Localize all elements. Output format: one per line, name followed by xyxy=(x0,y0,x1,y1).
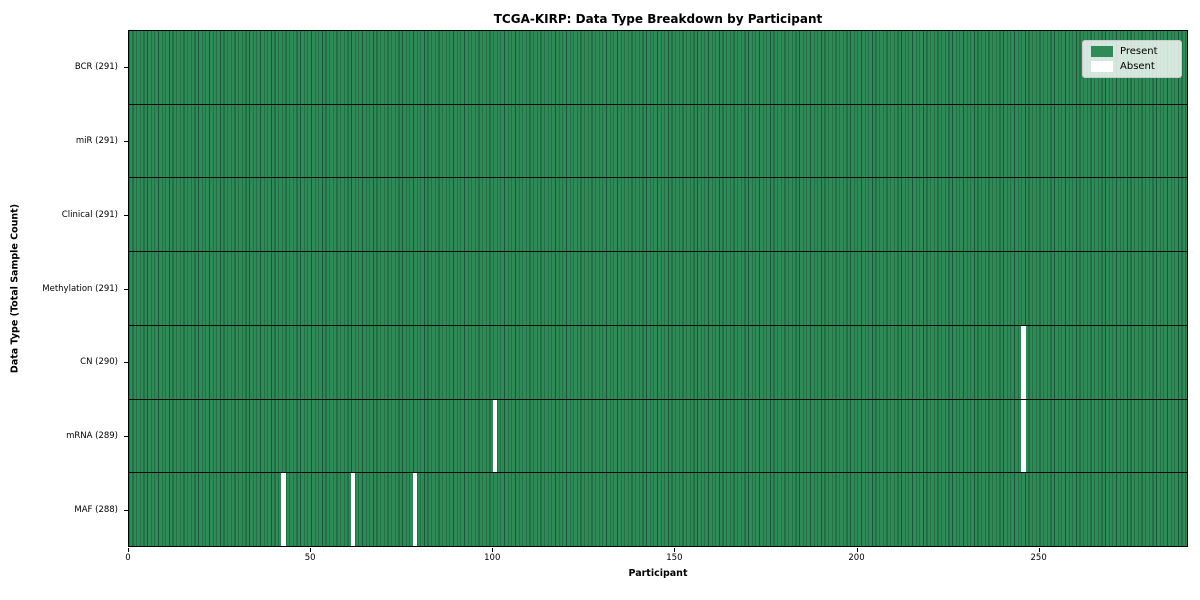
legend-label: Present xyxy=(1120,46,1158,57)
x-tick-label: 200 xyxy=(848,553,865,563)
heatmap-row-mrna xyxy=(129,398,1187,473)
absent-gap xyxy=(492,399,498,473)
absent-gap xyxy=(412,473,418,547)
absent-gap xyxy=(281,473,287,547)
heatmap-row-mir xyxy=(129,103,1187,178)
x-tick-label: 150 xyxy=(666,553,683,563)
legend: Present Absent xyxy=(1082,40,1182,78)
x-tick-mark xyxy=(674,548,676,552)
absent-gap xyxy=(1020,399,1026,473)
heatmap-row-methylation xyxy=(129,251,1187,325)
y-tick-mark xyxy=(124,362,128,364)
legend-item-present: Present xyxy=(1091,46,1173,57)
x-tick-mark xyxy=(492,548,494,552)
x-tick-mark xyxy=(1038,548,1040,552)
x-tick-label: 50 xyxy=(304,553,316,563)
y-tick-label: mRNA (289) xyxy=(66,431,118,442)
y-tick-mark xyxy=(124,510,128,512)
y-tick-label: Methylation (291) xyxy=(42,283,118,294)
y-tick-label: CN (290) xyxy=(80,357,118,368)
legend-swatch-present xyxy=(1091,46,1113,57)
x-axis-label: Participant xyxy=(628,568,688,579)
y-tick-label: miR (291) xyxy=(75,135,118,146)
legend-label: Absent xyxy=(1120,61,1155,72)
absent-gap xyxy=(1020,325,1026,399)
x-tick-mark xyxy=(856,548,858,552)
heatmap-plot-area xyxy=(128,30,1188,547)
absent-gap xyxy=(350,473,356,547)
chart-title: TCGA-KIRP: Data Type Breakdown by Partic… xyxy=(493,12,823,26)
y-tick-mark xyxy=(124,436,128,438)
x-tick-label: 250 xyxy=(1030,553,1047,563)
legend-item-absent: Absent xyxy=(1091,61,1173,72)
x-tick-mark xyxy=(310,548,312,552)
y-tick-label: Clinical (291) xyxy=(61,209,118,220)
x-tick-label: 100 xyxy=(484,553,501,563)
x-tick-mark xyxy=(128,548,129,552)
y-tick-mark xyxy=(124,66,128,68)
y-axis-label: Data Type (Total Sample Count) xyxy=(9,203,21,374)
legend-swatch-absent xyxy=(1091,61,1113,72)
y-tick-label: BCR (291) xyxy=(74,61,118,72)
heatmap-row-cn xyxy=(129,324,1187,399)
heatmap-row-clinical xyxy=(129,177,1187,252)
y-tick-mark xyxy=(124,288,128,290)
y-tick-label: MAF (288) xyxy=(74,505,118,516)
x-tick-label: 0 xyxy=(125,553,131,563)
y-tick-mark xyxy=(124,140,128,142)
heatmap-row-maf xyxy=(129,472,1187,547)
y-tick-mark xyxy=(124,214,128,216)
heatmap-row-bcr xyxy=(129,31,1187,104)
